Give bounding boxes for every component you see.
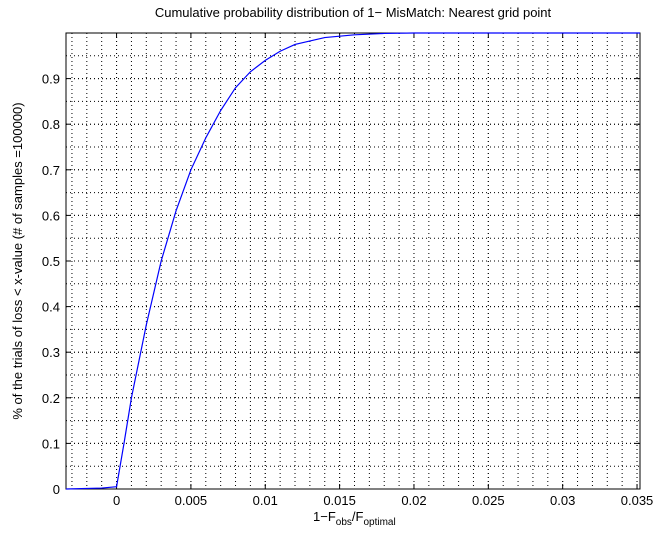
y-tick-label: 0.4 [42, 300, 60, 315]
y-tick-label: 0.9 [42, 72, 60, 87]
x-tick-label: 0.035 [621, 493, 654, 508]
x-axis-label: 1−Fobs/Foptimal [313, 509, 396, 528]
x-axis-label-part: obs [336, 517, 352, 528]
chart-title: Cumulative probability distribution of 1… [155, 5, 552, 20]
x-axis-label-part: 1−F [313, 509, 336, 524]
x-axis-label-part: /F [352, 509, 364, 524]
x-tick-label: 0.025 [472, 493, 505, 508]
y-axis-label: % of the trials of loss < x-value (# of … [10, 102, 25, 419]
x-tick-label: 0.01 [253, 493, 278, 508]
plot-area [66, 33, 640, 489]
y-tick-label: 0.3 [42, 345, 60, 360]
data-line [65, 32, 640, 490]
x-tick-label: 0.03 [550, 493, 575, 508]
y-tick-label: 0.6 [42, 208, 60, 223]
x-tick-label: 0.02 [401, 493, 426, 508]
x-tick-label: 0.005 [175, 493, 208, 508]
y-tick-label: 0.1 [42, 436, 60, 451]
x-axis-label-part: optimal [363, 517, 395, 528]
plot-frame [65, 32, 641, 490]
y-tick-label: 0.7 [42, 163, 60, 178]
y-tick-label: 0 [53, 482, 60, 497]
y-tick-label: 0.8 [42, 117, 60, 132]
y-tick-label: 0.5 [42, 254, 60, 269]
y-tick-label: 0.2 [42, 391, 60, 406]
x-tick-label: 0.015 [323, 493, 356, 508]
x-tick-label: 0 [113, 493, 120, 508]
